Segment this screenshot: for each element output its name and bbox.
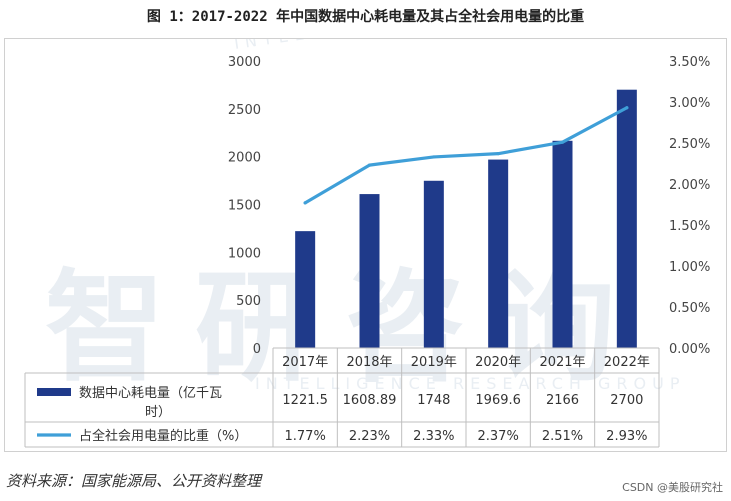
legend-key-bars [37, 388, 71, 396]
data-label-bar-value: 1221.5 [282, 393, 328, 408]
y2-tick-label: 0.50% [669, 301, 710, 316]
source-note: 资料来源：国家能源局、公开资料整理 [6, 472, 262, 490]
watermark-subtext: INTELLIGENCE RESEARCH GROUP [233, 39, 662, 53]
line-point [625, 106, 629, 110]
bar [295, 231, 316, 348]
line-point [560, 140, 565, 144]
y-tick-label: 2000 [228, 151, 261, 166]
line-point [432, 155, 436, 159]
data-label-line-value: 2.37% [478, 429, 519, 444]
data-label-bar-value: 1969.6 [475, 393, 521, 408]
bar [423, 180, 444, 348]
y-tick-label: 3000 [228, 55, 261, 70]
data-label-line-value: 1.77% [285, 429, 326, 444]
y2-tick-label: 1.50% [669, 219, 710, 234]
data-label-bar-value: 1748 [417, 393, 450, 408]
y-tick-label: 2500 [228, 103, 261, 118]
data-label-bar-value: 2166 [546, 393, 579, 408]
y-tick-label: 1000 [228, 246, 261, 261]
data-label-line-value: 2.93% [606, 429, 647, 444]
x-tick-label: 2019年 [411, 355, 457, 370]
y2-tick-label: 0.00% [669, 342, 710, 357]
chart-title: 图 1：2017-2022 年中国数据中心耗电量及其占全社会用电量的比重 [146, 9, 585, 25]
x-tick-label: 2018年 [346, 355, 392, 370]
data-label-bar-value: 1608.89 [343, 393, 397, 408]
y-tick-label: 0 [253, 342, 261, 357]
y-tick-label: 500 [236, 294, 261, 309]
legend-label-bars-2: 时） [145, 405, 171, 420]
credit-text: CSDN @美股研究社 [622, 481, 723, 494]
bar [359, 194, 380, 348]
bar [616, 89, 637, 348]
x-tick-label: 2021年 [539, 355, 585, 370]
y2-tick-label: 2.50% [669, 137, 710, 152]
y2-tick-label: 3.50% [669, 55, 710, 70]
y2-tick-label: 2.00% [669, 178, 710, 193]
bar [552, 140, 573, 348]
line-point [367, 163, 372, 167]
data-label-line-value: 2.23% [349, 429, 390, 444]
line-point [303, 201, 307, 205]
watermark-text: 智研咨询 [45, 259, 645, 398]
y-tick-label: 1500 [228, 199, 261, 214]
watermark-subtext-2: INTELLIGENCE RESEARCH GROUP [255, 374, 685, 393]
x-tick-label: 2017年 [282, 355, 328, 370]
data-label-line-value: 2.33% [413, 429, 454, 444]
data-label-line-value: 2.51% [542, 429, 583, 444]
y2-tick-label: 1.00% [669, 260, 710, 275]
legend-label-line: 占全社会用电量的比重（%） [79, 428, 247, 444]
bar [488, 159, 509, 348]
line-series [303, 106, 629, 205]
x-tick-label: 2022年 [604, 355, 650, 370]
line-point [496, 152, 500, 156]
y2-tick-label: 3.00% [669, 96, 710, 111]
data-label-bar-value: 2700 [610, 393, 643, 408]
x-tick-label: 2020年 [475, 355, 521, 370]
legend-label-bars-1: 数据中心耗电量（亿千瓦 [79, 386, 222, 401]
